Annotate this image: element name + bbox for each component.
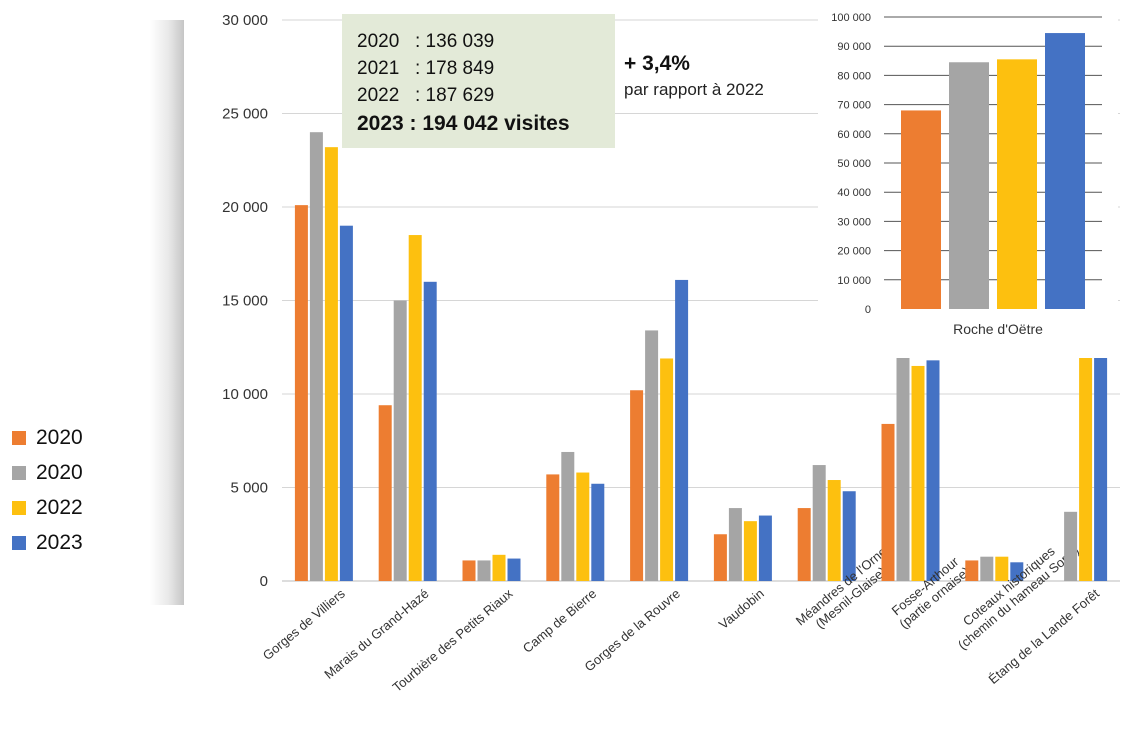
total-value: : 178 849	[415, 58, 495, 79]
inset-category-label: Roche d'Oëtre	[953, 321, 1043, 337]
bar	[911, 365, 925, 581]
y-tick-label: 25 000	[222, 106, 268, 123]
legend-item-2022: 2022	[12, 490, 83, 525]
bar	[561, 451, 575, 581]
bar	[965, 560, 979, 581]
bar	[546, 474, 560, 581]
bar	[423, 281, 437, 581]
inset-y-tick-label: 10 000	[837, 275, 871, 287]
inset-y-tick-label: 70 000	[837, 100, 871, 112]
bar	[896, 341, 910, 581]
bar	[797, 508, 811, 581]
total-value: : 136 039	[415, 31, 495, 52]
legend-label: 2022	[36, 495, 83, 519]
bar	[294, 205, 308, 581]
total-value: : 187 629	[415, 85, 495, 106]
legend-swatch	[12, 465, 26, 480]
bar	[660, 358, 674, 581]
bar	[576, 472, 590, 581]
legend-swatch	[12, 430, 26, 445]
bar	[339, 225, 353, 581]
legend-item-2023: 2023	[12, 525, 83, 560]
inset-y-tick-label: 30 000	[837, 216, 871, 228]
bar	[995, 556, 1009, 581]
bar	[827, 480, 841, 581]
bar	[507, 558, 521, 581]
bar	[630, 390, 644, 581]
total-row-2022: 2022 : 187 629	[357, 85, 494, 107]
bar	[393, 300, 407, 581]
inset-y-tick-label: 60 000	[837, 129, 871, 141]
inset-y-tick-label: 50 000	[837, 158, 871, 170]
total-year: 2020	[357, 31, 400, 52]
inset-y-tick-label: 80 000	[837, 70, 871, 82]
y-tick-label: 5 000	[230, 480, 268, 497]
bar	[309, 132, 323, 581]
total-year: 2021	[357, 58, 400, 79]
legend-item-2020a: 2020	[12, 420, 83, 455]
bar	[1094, 334, 1108, 581]
bar	[378, 405, 392, 581]
bar	[477, 560, 491, 581]
inset-bar	[901, 110, 941, 309]
growth-subtitle: par rapport à 2022	[624, 80, 764, 99]
bar	[324, 147, 338, 581]
legend-item-2020b: 2020	[12, 455, 83, 490]
y-tick-label: 20 000	[222, 199, 268, 216]
bar	[492, 554, 506, 581]
bar	[980, 556, 994, 581]
total-row-2020: 2020 : 136 039	[357, 31, 494, 53]
legend-swatch	[12, 500, 26, 515]
bar	[728, 508, 742, 581]
growth-value: + 3,4%	[624, 52, 690, 75]
bar	[743, 521, 757, 581]
y-tick-label: 10 000	[222, 386, 268, 403]
total-row-2023: 2023 : 194 042 visites	[357, 112, 570, 135]
legend-label: 2023	[36, 530, 83, 554]
y-tick-label: 15 000	[222, 293, 268, 310]
bar	[926, 360, 940, 581]
legend: 2020 2020 2022 2023	[12, 420, 83, 560]
decorative-shadow	[150, 20, 184, 605]
bar	[842, 491, 856, 581]
bar	[713, 534, 727, 581]
bar	[812, 465, 826, 581]
bar	[462, 560, 476, 581]
bar	[675, 279, 689, 581]
inset-bar	[1045, 33, 1085, 310]
bar	[1064, 511, 1078, 581]
bar	[591, 483, 605, 581]
inset-bar	[949, 62, 989, 310]
legend-label: 2020	[36, 460, 83, 484]
total-year: 2022	[357, 85, 400, 106]
growth-annotation: + 3,4% par rapport à 2022	[624, 52, 764, 100]
bar	[645, 330, 659, 581]
bar	[881, 423, 895, 581]
legend-label: 2020	[36, 425, 83, 449]
totals-box: 2020 : 136 039 2021 : 178 849 2022 : 187 62…	[342, 14, 615, 148]
y-tick-label: 30 000	[222, 12, 268, 29]
bar	[1079, 313, 1093, 581]
inset-y-tick-label: 90 000	[837, 41, 871, 53]
bar	[758, 515, 772, 581]
inset-y-tick-label: 20 000	[837, 246, 871, 258]
inset-y-tick-label: 40 000	[837, 187, 871, 199]
total-row-2021: 2021 : 178 849	[357, 58, 494, 80]
inset-bar	[997, 59, 1037, 310]
bar	[1010, 562, 1024, 581]
bar	[408, 235, 422, 582]
y-tick-label: 0	[260, 573, 268, 590]
inset-y-tick-label: 100 000	[831, 12, 871, 24]
inset-y-tick-label: 0	[865, 304, 871, 316]
legend-swatch	[12, 535, 26, 550]
